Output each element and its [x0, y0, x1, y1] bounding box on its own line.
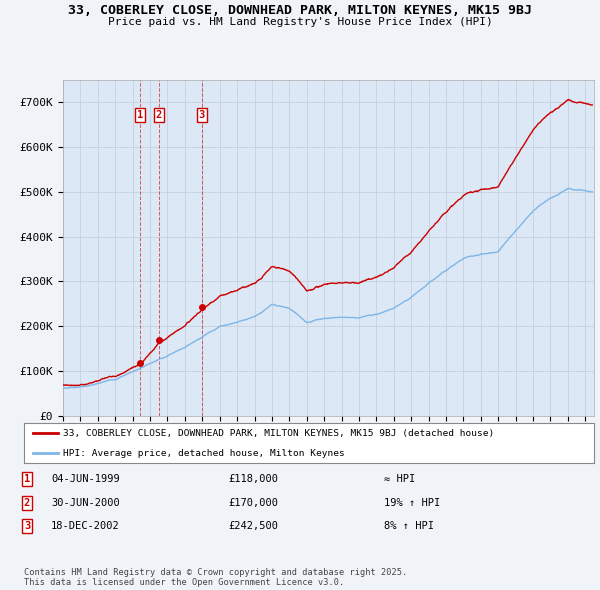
Text: 1: 1	[137, 110, 143, 120]
Text: 33, COBERLEY CLOSE, DOWNHEAD PARK, MILTON KEYNES, MK15 9BJ (detached house): 33, COBERLEY CLOSE, DOWNHEAD PARK, MILTO…	[63, 428, 494, 438]
Text: 33, COBERLEY CLOSE, DOWNHEAD PARK, MILTON KEYNES, MK15 9BJ: 33, COBERLEY CLOSE, DOWNHEAD PARK, MILTO…	[68, 4, 532, 17]
Text: £242,500: £242,500	[228, 522, 278, 531]
Text: Contains HM Land Registry data © Crown copyright and database right 2025.
This d: Contains HM Land Registry data © Crown c…	[24, 568, 407, 587]
Text: £118,000: £118,000	[228, 474, 278, 484]
Text: 30-JUN-2000: 30-JUN-2000	[51, 498, 120, 507]
Text: 2: 2	[155, 110, 162, 120]
Text: 04-JUN-1999: 04-JUN-1999	[51, 474, 120, 484]
Text: Price paid vs. HM Land Registry's House Price Index (HPI): Price paid vs. HM Land Registry's House …	[107, 17, 493, 27]
Text: 8% ↑ HPI: 8% ↑ HPI	[384, 522, 434, 531]
Text: £170,000: £170,000	[228, 498, 278, 507]
Text: 19% ↑ HPI: 19% ↑ HPI	[384, 498, 440, 507]
Text: 3: 3	[24, 522, 30, 531]
Text: ≈ HPI: ≈ HPI	[384, 474, 415, 484]
Text: 1: 1	[24, 474, 30, 484]
Text: 2: 2	[24, 498, 30, 507]
Text: 3: 3	[199, 110, 205, 120]
Text: 18-DEC-2002: 18-DEC-2002	[51, 522, 120, 531]
Text: HPI: Average price, detached house, Milton Keynes: HPI: Average price, detached house, Milt…	[63, 448, 344, 458]
